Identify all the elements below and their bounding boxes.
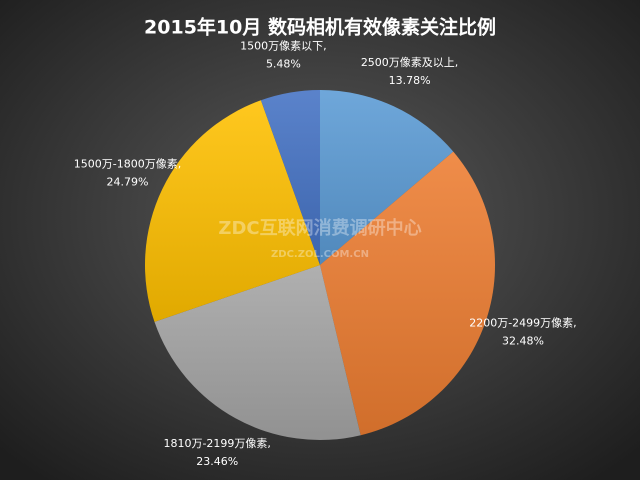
label-category: 2500万像素及以上, <box>361 56 459 69</box>
label-category: 1500万像素以下, <box>240 40 327 53</box>
label-category: 1810万-2199万像素, <box>163 437 270 450</box>
slice-shade <box>320 90 454 265</box>
label-value: 32.48% <box>502 334 544 347</box>
watermark-url: ZDC.ZOL.COM.CN <box>271 249 369 260</box>
data-label: 1500万-1800万像素, 24.79% <box>74 158 181 189</box>
chart-title: 2015年10月 数码相机有效像素关注比例 <box>144 16 496 39</box>
label-category: 1500万-1800万像素, <box>74 158 181 171</box>
data-label: 2500万像素及以上, 13.78% <box>361 56 459 87</box>
slice-shade <box>154 265 361 440</box>
watermark: ZDC互联网消费调研中心 <box>218 217 421 239</box>
data-label: 1500万像素以下, 5.48% <box>240 40 327 71</box>
slice-shade <box>260 90 320 265</box>
data-label: 1810万-2199万像素, 23.46% <box>163 437 270 468</box>
data-label: 2200万-2499万像素, 32.48% <box>469 316 576 347</box>
label-category: 2200万-2499万像素, <box>469 316 576 329</box>
slice-shade <box>145 100 320 322</box>
label-value: 23.46% <box>196 455 238 468</box>
label-value: 5.48% <box>266 58 301 71</box>
label-value: 13.78% <box>389 74 431 87</box>
label-value: 24.79% <box>107 176 149 189</box>
slice-shade <box>320 151 496 436</box>
